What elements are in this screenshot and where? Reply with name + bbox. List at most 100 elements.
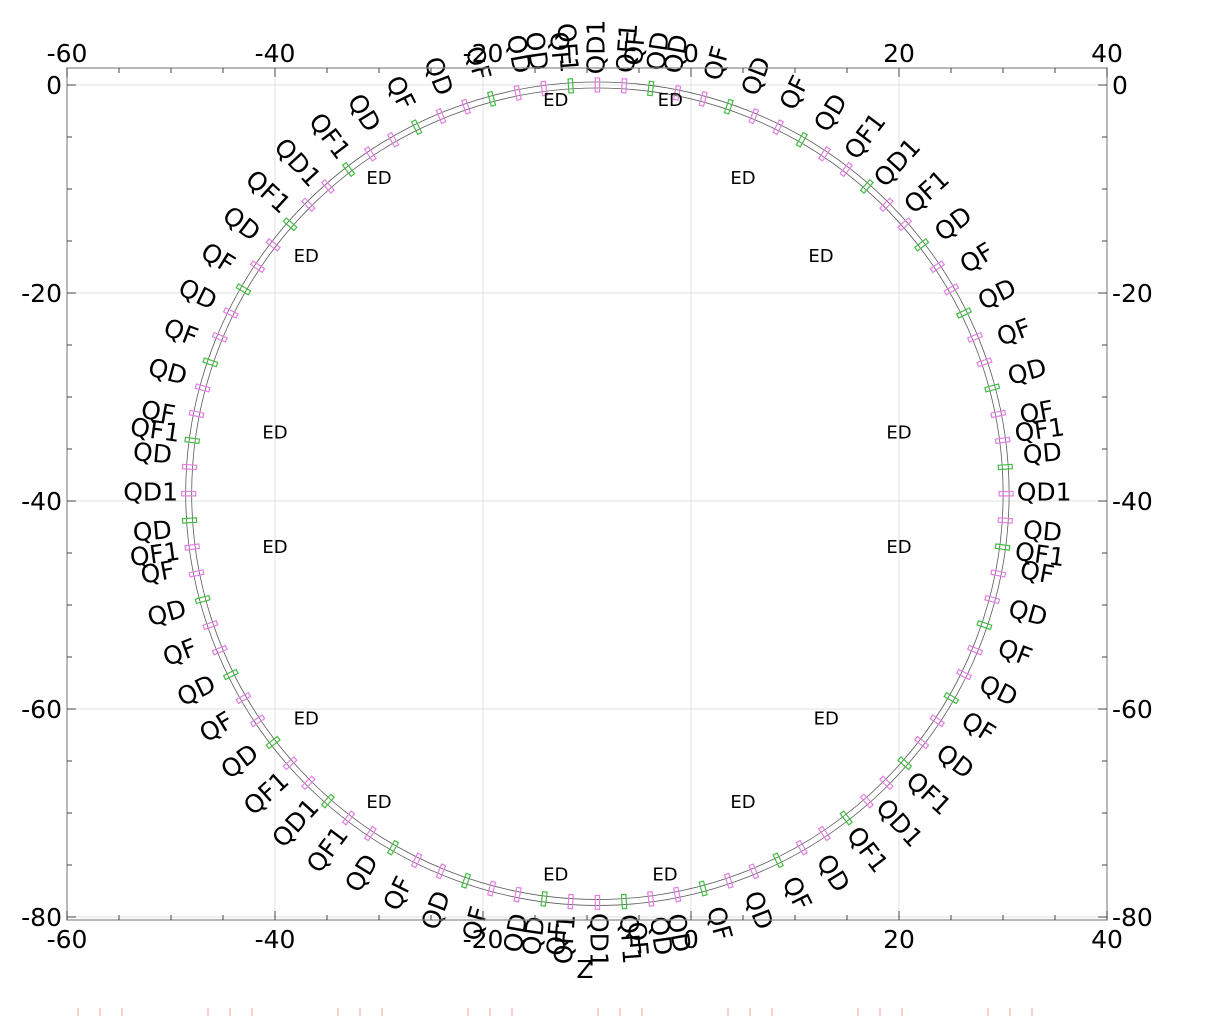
quad-label: QF bbox=[994, 633, 1036, 672]
magnet-body bbox=[202, 357, 219, 368]
magnet-body bbox=[249, 260, 266, 274]
quadrupole-green bbox=[235, 283, 252, 296]
magnet-body bbox=[723, 872, 734, 889]
quadrupole-magenta bbox=[723, 872, 734, 889]
quad-label: QF1 bbox=[128, 537, 182, 573]
quad-label: QF bbox=[139, 395, 178, 430]
quad-label: QD bbox=[811, 849, 856, 897]
ed-label: ED bbox=[808, 246, 833, 267]
quad-label: QF1 bbox=[1013, 412, 1067, 448]
magnet-body bbox=[817, 825, 832, 842]
quadrupole-magenta bbox=[913, 735, 930, 750]
magnet-body bbox=[955, 307, 973, 319]
quad-label: QD bbox=[145, 352, 190, 390]
magnet-body bbox=[301, 197, 316, 213]
quadrupole-magenta bbox=[646, 891, 655, 907]
magnet-body bbox=[646, 80, 655, 97]
magnet-body bbox=[486, 90, 497, 107]
magnet-body bbox=[265, 238, 281, 252]
magnet-body bbox=[410, 119, 423, 136]
quadrupole-magenta bbox=[363, 146, 377, 162]
ed-label: ED bbox=[652, 865, 677, 886]
quadrupole-green bbox=[540, 891, 548, 907]
magnet-body bbox=[513, 84, 522, 101]
magnet-body bbox=[859, 793, 875, 809]
magnet-body bbox=[211, 644, 228, 656]
ed-label: ED bbox=[366, 168, 391, 189]
magnet-body bbox=[859, 178, 875, 194]
magnet-body bbox=[363, 146, 377, 162]
quadrupole-green bbox=[341, 161, 356, 178]
quadrupole-magenta bbox=[748, 863, 760, 880]
quad-label: QF bbox=[701, 903, 738, 944]
magnet-body bbox=[282, 756, 298, 771]
ed-label: ED bbox=[886, 537, 911, 558]
magnet-body bbox=[620, 78, 628, 94]
quad-label: QD bbox=[520, 30, 554, 73]
magnet-body bbox=[990, 569, 1007, 578]
magnet-body bbox=[540, 891, 548, 907]
beamline-inner bbox=[191, 87, 1004, 900]
quadrupole-magenta bbox=[976, 357, 993, 368]
magnet-body bbox=[672, 84, 682, 101]
quadrupole-magenta bbox=[817, 825, 832, 842]
quad-label: QF bbox=[138, 555, 177, 590]
quad-label: QD1 bbox=[123, 478, 178, 507]
grid-lines bbox=[67, 68, 1107, 920]
quadrupole-magenta bbox=[955, 668, 973, 681]
magnet-body bbox=[943, 691, 960, 705]
y-tick-label-right: 0 bbox=[1112, 71, 1128, 100]
quadrupole-green bbox=[943, 691, 960, 705]
quad-label: QD bbox=[973, 273, 1021, 316]
quadrupole-magenta bbox=[879, 197, 894, 213]
magnet-body bbox=[265, 735, 281, 750]
quadrupole-magenta bbox=[410, 852, 423, 869]
ed-label: ED bbox=[262, 537, 287, 558]
magnet-body bbox=[998, 490, 1014, 497]
magnet-body bbox=[435, 863, 447, 880]
quadrupole-magenta bbox=[265, 238, 281, 252]
magnet-body bbox=[222, 307, 239, 319]
quadrupole-green bbox=[772, 852, 785, 869]
quadrupole-magenta bbox=[222, 307, 239, 319]
magnet-body bbox=[772, 852, 785, 869]
quadrupole-magenta bbox=[341, 810, 356, 826]
quadrupole-magenta bbox=[211, 331, 228, 343]
ed-label: ED bbox=[658, 90, 683, 111]
magnet-body bbox=[879, 775, 894, 791]
quad-label: QD bbox=[217, 200, 266, 247]
magnet-body bbox=[795, 839, 808, 856]
beamline-ring bbox=[185, 81, 1010, 906]
quadrupole-magenta bbox=[513, 84, 522, 101]
ed-label: ED bbox=[886, 423, 911, 444]
quad-label: QF1 bbox=[128, 412, 182, 448]
y-tick-label-left: -80 bbox=[21, 903, 62, 932]
magnet-body bbox=[913, 238, 930, 252]
quadrupole-magenta bbox=[994, 436, 1011, 445]
magnet-body bbox=[410, 852, 423, 869]
quadrupole-green bbox=[997, 463, 1014, 471]
quad-label: QD bbox=[738, 887, 779, 934]
beamline-outer bbox=[185, 81, 1010, 906]
magnet-body bbox=[181, 490, 197, 497]
ed-label: ED bbox=[814, 709, 839, 730]
quadrupole-green bbox=[839, 810, 854, 826]
quadrupole-magenta bbox=[859, 793, 875, 809]
quadrupole-magenta bbox=[363, 825, 377, 842]
x-tick-label-top: 40 bbox=[1091, 39, 1123, 68]
ed-label: ED bbox=[730, 168, 755, 189]
magnet-body bbox=[386, 839, 400, 856]
quadrupole-green bbox=[795, 131, 808, 148]
quadrupole-magenta bbox=[301, 197, 316, 213]
magnet-body bbox=[748, 863, 760, 880]
quadrupole-magenta bbox=[194, 383, 211, 393]
magnet-body bbox=[184, 436, 201, 445]
x-tick-label-bottom: 40 bbox=[1091, 925, 1123, 954]
quad-label: QF bbox=[776, 872, 817, 915]
quadrupole-green bbox=[698, 880, 708, 897]
x-tick-label-top: -40 bbox=[255, 39, 296, 68]
magnet-body bbox=[202, 620, 219, 631]
quadrupole-magenta bbox=[435, 108, 447, 125]
quadrupole-magenta bbox=[594, 77, 601, 93]
quadrupole-green bbox=[320, 793, 336, 809]
